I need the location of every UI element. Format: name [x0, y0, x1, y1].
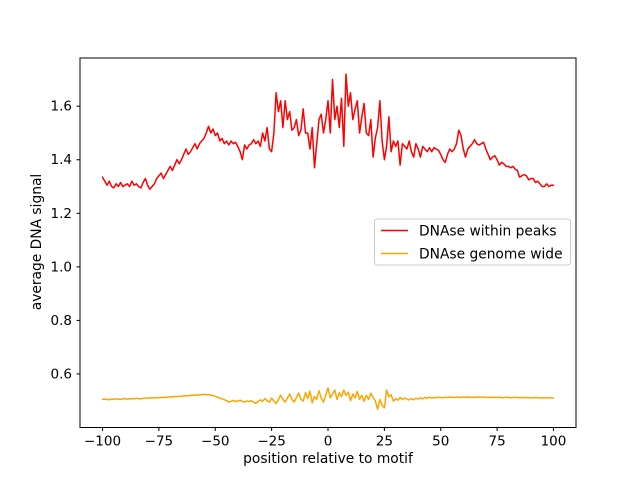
- x-tick-label: −50: [201, 434, 230, 450]
- x-tick-label: −100: [84, 434, 121, 450]
- legend-label-dnase-within-peaks: DNAse within peaks: [419, 224, 557, 240]
- x-tick-label: −75: [145, 434, 174, 450]
- legend: DNAse within peaks DNAse genome wide: [374, 218, 571, 266]
- x-tick-label: 100: [541, 434, 567, 450]
- y-tick-label: 0.6: [51, 366, 72, 382]
- x-tick-label: 25: [376, 434, 393, 450]
- y-tick-label: 1.2: [51, 206, 72, 222]
- y-tick-label: 1.0: [51, 259, 72, 275]
- legend-label-dnase-genome-wide: DNAse genome wide: [419, 247, 563, 263]
- x-tick-label: 75: [488, 434, 505, 450]
- legend-box: [374, 218, 571, 266]
- x-tick-label: −25: [257, 434, 286, 450]
- y-axis-label: average DNA signal: [29, 174, 45, 310]
- series-lines: [101, 73, 555, 411]
- y-tick-label: 0.8: [51, 313, 72, 329]
- x-tick-label: 50: [432, 434, 449, 450]
- axes-ticks: −100 −75 −50 −25 0 25 50 75 100 0.6 0.8 1.0 1.2 1.4 1.…: [51, 99, 567, 450]
- x-tick-label: 0: [324, 434, 333, 450]
- series-line-dnase-within-peaks: [101, 73, 555, 190]
- x-axis-label: position relative to motif: [243, 451, 414, 467]
- y-tick-label: 1.6: [51, 99, 72, 115]
- y-tick-label: 1.4: [51, 152, 72, 168]
- plot-area-border: [79, 57, 577, 428]
- series-line-dnase-genome-wide: [101, 387, 555, 411]
